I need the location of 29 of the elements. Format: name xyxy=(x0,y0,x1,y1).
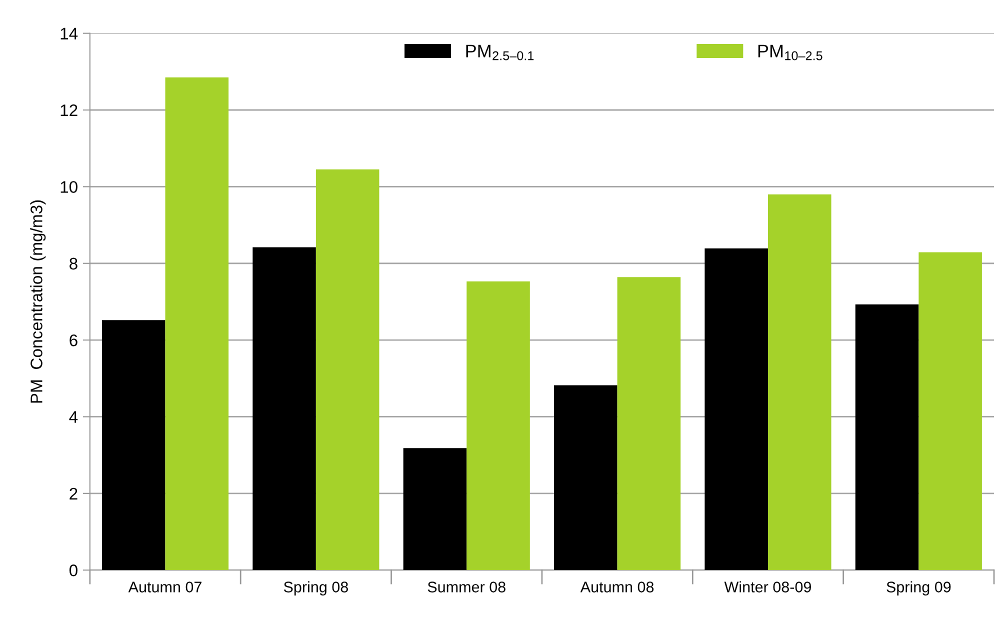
y-tick-label: 10 xyxy=(60,181,78,193)
x-tick-label: Spring 09 xyxy=(886,581,951,596)
y-tick-label: 2 xyxy=(70,488,78,500)
bar xyxy=(918,252,982,570)
y-tick-label: 8 xyxy=(70,258,78,270)
x-tick-label: Autumn 08 xyxy=(580,582,654,592)
y-tick-label: 0 xyxy=(69,564,78,576)
bar xyxy=(554,385,618,570)
y-tick-label: 6 xyxy=(70,334,78,346)
bar xyxy=(704,248,768,570)
bar xyxy=(768,194,832,570)
y-tick-label: 14 xyxy=(60,28,78,40)
legend-label: PM$_{2.5–0.1}$ xyxy=(466,44,534,60)
legend-label: PM$_{10–2.5}$ xyxy=(758,44,822,60)
x-tick-label: Summer 08 xyxy=(428,582,506,592)
bar xyxy=(403,448,467,570)
x-tick-label: Autumn 07 xyxy=(128,582,202,592)
bar xyxy=(855,304,919,570)
x-tick-label: Spring 08 xyxy=(284,581,348,596)
y-axis-title: PM Concentration (mg/m3) xyxy=(30,200,46,403)
y-tick-label: 12 xyxy=(60,104,78,116)
bar xyxy=(617,277,681,570)
bar xyxy=(466,281,530,570)
bar xyxy=(252,247,316,570)
bar xyxy=(165,77,229,570)
bar xyxy=(102,320,166,570)
bar xyxy=(316,169,380,570)
x-tick-label: Winter 08-09 xyxy=(724,581,811,592)
y-tick-label: 4 xyxy=(69,411,78,423)
